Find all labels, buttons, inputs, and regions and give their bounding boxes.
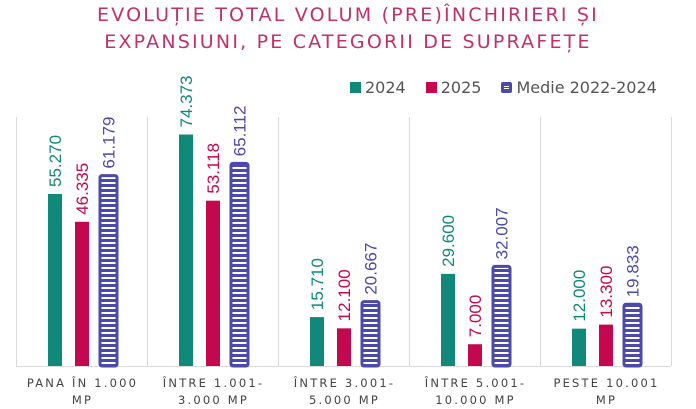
data-label: 19.833 <box>624 245 643 297</box>
data-label: 61.179 <box>100 117 119 169</box>
bar-2024-1 <box>179 134 193 366</box>
legend-item-2025: 2025 <box>425 77 482 97</box>
data-label: 53.118 <box>204 143 223 194</box>
legend-swatch-2025 <box>425 81 437 93</box>
bar-medie-2022-2024-4 <box>622 302 643 368</box>
bar-2024-3 <box>441 273 455 366</box>
bar-2025-1 <box>206 200 220 366</box>
category-label: 10.000 MP <box>435 393 516 407</box>
chart-title-line-1: EVOLUȚIE TOTAL VOLUM (PRE)ÎNCHIRIERI ȘI <box>97 4 599 26</box>
category-label: 5.000 MP <box>309 393 380 407</box>
category-label: ÎNTRE 1.001- <box>162 375 264 390</box>
data-label: 55.270 <box>46 135 65 187</box>
data-label: 32.007 <box>493 207 512 259</box>
legend-item-medie: Medie 2022-2024 <box>501 77 657 97</box>
data-label: 20.667 <box>362 243 381 295</box>
category-label: ÎNTRE 3.001- <box>293 375 395 390</box>
legend-item-2024: 2024 <box>350 78 406 97</box>
data-label: 12.100 <box>335 269 354 321</box>
bar-medie-2022-2024-3 <box>491 264 512 368</box>
legend-label-2024: 2024 <box>365 77 406 97</box>
category-label: 3.000 MP <box>178 393 249 407</box>
category-label: ÎNTRE 5.001- <box>424 375 526 390</box>
category-label: PESTE 10.001 <box>553 376 659 390</box>
legend: 2024 2025 Medie 2022-2024 <box>350 72 677 102</box>
legend-swatch-2024 <box>350 81 361 93</box>
bar-medie-2022-2024-1 <box>229 161 250 368</box>
legend-label-medie: Medie 2022-2024 <box>516 77 657 97</box>
category-label: PANA ÎN 1.000 <box>27 375 138 390</box>
category-label: MP <box>596 393 617 407</box>
chart-title-line-2: EXPANSIUNI, PE CATEGORII DE SUPRAFEȚE <box>104 31 592 53</box>
bar-medie-2022-2024-0 <box>98 174 119 368</box>
data-label: 65.112 <box>231 106 250 157</box>
legend-label-2025: 2025 <box>440 77 482 97</box>
bar-2024-2 <box>310 317 324 366</box>
bar-2025-4 <box>599 324 613 366</box>
bar-2025-0 <box>75 221 89 366</box>
bar-2024-0 <box>48 193 62 366</box>
category-label: MP <box>72 393 93 407</box>
data-label: 74.373 <box>177 76 196 128</box>
bar-2025-3 <box>468 344 482 366</box>
plot-area: 55.270 74.373 15.710 29.600 12.000 46.335 53.1… <box>16 76 672 407</box>
data-label: 7.000 <box>466 295 485 338</box>
data-label: 13.300 <box>597 266 616 318</box>
data-label: 46.335 <box>73 163 92 215</box>
bar-2025-2 <box>337 328 351 366</box>
legend-swatch-medie <box>501 81 513 93</box>
data-label: 29.600 <box>439 215 458 267</box>
chart-title: EVOLUȚIE TOTAL VOLUM (PRE)ÎNCHIRIERI ȘI … <box>0 2 696 56</box>
bar-2024-4 <box>572 328 586 366</box>
bar-medie-2022-2024-2 <box>360 300 381 368</box>
data-label: 15.710 <box>308 258 327 310</box>
data-label: 12.000 <box>570 270 589 322</box>
